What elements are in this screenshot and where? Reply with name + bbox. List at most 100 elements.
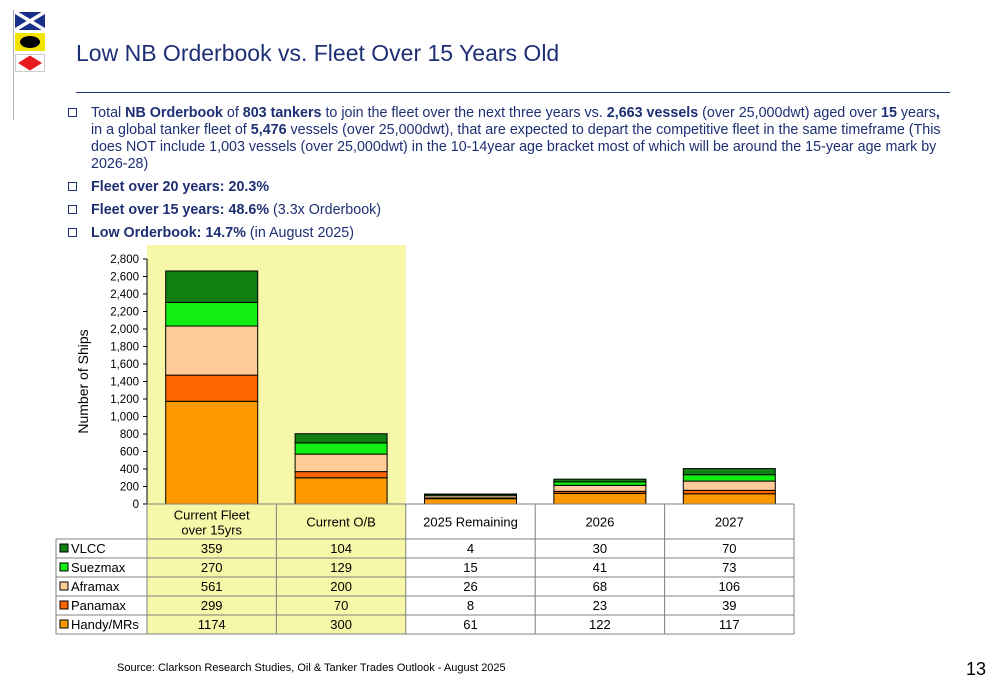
bullet-text: 5,476 [250,122,287,138]
data-label: 61 [463,617,477,632]
bullet-text: 803 tankers [242,105,322,121]
bullet-text: to join the fleet over the next three ye… [321,105,607,121]
bar-segment [294,453,388,473]
bullet-list: Total NB Orderbook of 803 tankers to joi… [68,105,948,248]
signal-flag-yellow-black-circle-icon [15,33,45,51]
data-label: 70 [334,598,348,613]
checkbox-bullet-icon [68,205,77,214]
data-label: 270 [201,560,223,575]
y-tick-label: 2,800 [110,254,139,266]
category-label: 2027 [715,515,744,530]
bar-segment [294,433,388,444]
y-tick-label: 2,200 [110,307,139,319]
data-label: 8 [467,598,474,613]
data-label: 106 [718,579,740,594]
y-tick-label: 1,800 [110,342,139,354]
legend-key-aframax [59,581,69,591]
bullet-text: 2,663 vessels [606,105,699,121]
bullet-text: 15 [881,105,897,121]
bar-segment [424,498,517,505]
data-label: 299 [201,598,223,613]
bar-segment [165,270,259,303]
y-tick-label: 1,400 [110,377,139,389]
bar-segment [553,481,647,486]
data-label: 41 [593,560,607,575]
bar-segment [553,478,647,483]
y-tick-label: 2,600 [110,272,139,284]
data-label: 70 [722,541,736,556]
data-label: 359 [201,541,223,556]
bullet-text: Fleet over 20 years: 20.3% [91,179,270,195]
data-label: 26 [463,579,477,594]
bar-segment [294,477,388,505]
y-tick-label: 1,600 [110,359,139,371]
bar-segment [294,471,388,479]
y-tick-label: 600 [120,447,139,459]
legend-key-suezmax [59,562,69,572]
y-tick-label: 400 [120,464,139,476]
bullet-text: (over 25,000dwt) aged over [698,105,881,121]
data-label: 1174 [198,617,226,632]
bullet-text: NB Orderbook [125,105,223,121]
bar-segment [682,474,776,482]
category-label: Current O/B [306,515,375,530]
bullet-text: vessels (over 25,000dwt), that are expec… [91,122,941,172]
legend-label: Panamax [71,598,126,613]
data-label: 39 [722,598,736,613]
category-label: over 15yrs [181,523,242,538]
title-rule [76,92,950,93]
data-label: 23 [593,598,607,613]
bar-segment [682,493,776,505]
legend-label: VLCC [71,541,106,556]
checkbox-bullet-icon [68,182,77,191]
category-label: 2025 Remaining [423,515,518,530]
data-label: 122 [589,617,611,632]
bullet-item: Low Orderbook: 14.7% (in August 2025) [68,225,948,242]
source-note: Source: Clarkson Research Studies, Oil &… [117,662,506,674]
bullet-text: (3.3x Orderbook) [269,202,382,218]
bar-segment [682,480,776,491]
data-label: 68 [593,579,607,594]
bullet-item: Fleet over 15 years: 48.6% (3.3x Orderbo… [68,202,948,219]
bar-segment [553,492,647,505]
legend-key-handy-mrs [59,619,69,629]
bullet-text: , [935,105,940,121]
bar-segment [682,468,776,476]
bullet-text: Fleet over 15 years: 48.6% [91,202,270,218]
legend-key-panamax [59,600,69,610]
data-label: 104 [330,541,352,556]
y-tick-label: 2,000 [110,324,139,336]
bullet-text: years [896,105,936,121]
data-label: 4 [467,541,474,556]
y-axis-label: Number of Ships [75,329,91,433]
legend-label: Suezmax [71,560,126,575]
bullet-text: (in August 2025) [245,225,355,241]
category-label: 2026 [585,515,614,530]
bar-segment [553,484,647,492]
data-label: 300 [330,617,352,632]
bar-segment [165,374,259,402]
data-label: 117 [719,617,740,632]
bullet-item: Fleet over 20 years: 20.3% [68,179,948,196]
bullet-text: Low Orderbook: 14.7% [91,225,246,241]
page-title: Low NB Orderbook vs. Fleet Over 15 Years… [76,40,560,66]
bar-segment [165,325,259,376]
category-label: Current Fleet [174,508,250,523]
flag-pole [13,10,14,120]
signal-flag-blue-cross-icon [15,12,45,30]
y-tick-label: 1,000 [110,412,139,424]
y-tick-label: 0 [133,499,139,511]
page-number: 13 [966,659,987,679]
bar-segment [682,489,776,495]
y-tick-label: 200 [120,482,139,494]
data-label: 15 [463,560,477,575]
bar-segment [294,442,388,455]
bullet-text: of [222,105,243,121]
bullet-text: in a global tanker fleet of [91,122,251,138]
bar-segment [165,301,259,327]
bullet-item: Total NB Orderbook of 803 tankers to joi… [68,105,948,173]
legend-label: Handy/MRs [71,617,139,632]
signal-flag-red-diamond-icon [15,54,45,72]
bar-segment [165,400,259,505]
